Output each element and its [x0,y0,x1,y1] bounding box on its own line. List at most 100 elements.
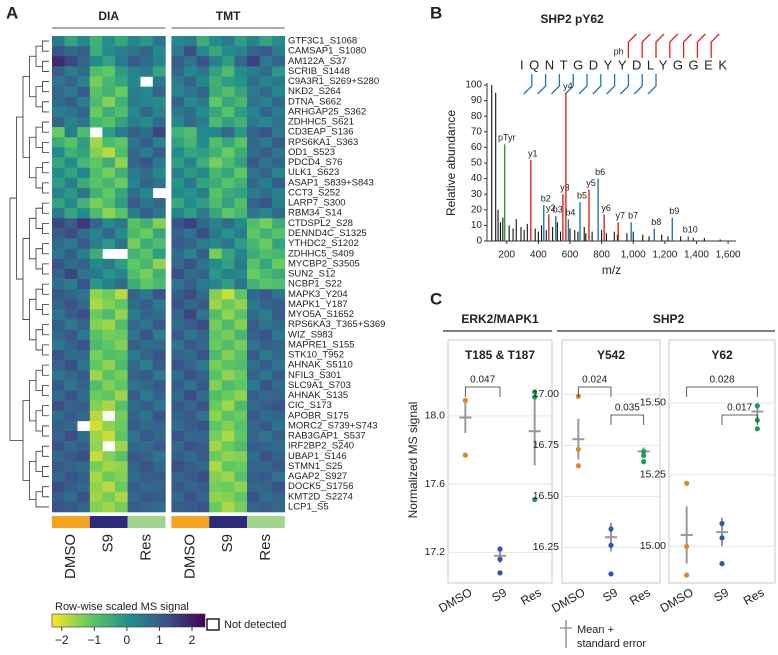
heatmap-cell [259,167,273,179]
heatmap-cell [89,56,103,67]
heatmap-cell [52,127,65,138]
heatmap-cell [89,147,103,158]
x-axis-label: m/z [602,263,621,277]
heatmap-cell [272,66,286,77]
heatmap-cell [115,46,128,57]
heatmap-cell [115,380,128,391]
heatmap-cell [52,187,65,199]
heatmap-cell [272,106,286,118]
data-point [608,542,614,548]
heatmap-cell [140,127,154,138]
heatmap-cell [115,228,128,239]
heatmap-cell [52,410,65,422]
heatmap-cell [140,400,154,412]
heatmap-cell [234,228,248,239]
heatmap-cell [52,76,65,87]
heatmap-cell [152,218,166,229]
heatmap-cell [115,137,128,148]
heatmap-cell [196,46,210,57]
heatmap-cell [234,319,248,331]
heatmap-cell [52,248,65,260]
heatmap-cell [102,279,116,290]
heatmap-cell [52,56,65,67]
heatmap-cell [52,481,65,493]
heatmap-cell [115,360,128,371]
x-tick-label: 1,200 [652,250,677,261]
heatmap-cell [196,430,210,442]
data-point [608,526,614,532]
heatmap-cell [247,147,260,158]
heatmap-cell [127,481,141,493]
heatmap-cell [259,481,273,493]
heatmap-cell [152,481,166,493]
heatmap-cell [234,339,248,351]
heatmap-cell [209,441,223,452]
heatmap-cell [89,177,103,189]
heatmap-cell [247,319,260,331]
dendrogram [42,81,49,93]
heatmap-cell [209,167,223,179]
heatmap-cell [221,481,235,493]
heatmap-cell [171,339,185,351]
heatmap-cell [209,248,223,260]
heatmap-cell [171,471,185,482]
heatmap-cell [115,86,128,98]
row-label: ULK1_S623 [288,167,339,178]
heatmap-cell [102,501,116,513]
heatmap-cell [196,106,210,118]
heatmap-cell [89,339,103,351]
data-point [608,571,614,577]
heatmap-cell [184,329,197,341]
b-ion-mark [592,74,602,95]
heatmap-cell [171,258,185,270]
heatmap-cell [272,360,286,371]
row-label: MAPK3_Y204 [288,289,348,300]
heatmap-cell [127,420,141,432]
heatmap-cell [272,248,286,260]
heatmap-cell [247,491,260,503]
p-value: 0.028 [709,375,734,386]
heatmap-cell [77,339,91,351]
heatmap-cell [52,329,65,341]
heatmap-cell [196,56,210,67]
heatmap-cell [171,279,185,290]
heatmap-cell [221,36,235,47]
b-ion-mark [633,74,643,95]
heatmap-cell [127,187,141,199]
missing-swatch [206,618,220,631]
heatmap-cell [115,177,128,189]
heatmap-cell [127,339,141,351]
heatmap-cell [52,420,65,432]
heatmap-cell [234,400,248,412]
p-value: 0.024 [582,375,607,386]
heatmap-cell [221,238,235,249]
heatmap-cell [171,380,185,391]
ion-label: y7 [615,211,625,221]
heatmap-cell [196,380,210,391]
heatmap-cell [221,390,235,401]
y-tick-label: 80 [471,111,483,122]
heatmap-cell [221,127,235,138]
heatmap-cell [140,471,154,482]
heatmap-cell [102,187,116,199]
heatmap-cell [115,481,128,493]
heatmap-cell [89,319,103,331]
heatmap-cell [64,380,78,391]
heatmap-cell [127,106,141,118]
data-point [532,389,538,395]
heatmap-cell [247,167,260,179]
heatmap-cell [209,127,223,138]
heatmap-cell [209,360,223,371]
dendrogram [42,324,49,336]
heatmap-cell [221,167,235,179]
heatmap-cell [89,481,103,493]
heatmap-cell [52,309,65,320]
legend-text: standard error [577,638,646,650]
heatmap-cell [209,390,223,401]
x-tick-label: DMSO [436,585,474,615]
heatmap-cell [196,491,210,503]
heatmap-cell [77,167,91,179]
heatmap-cell [152,106,166,118]
heatmap-cell [209,471,223,482]
heatmap-cell [140,319,154,331]
